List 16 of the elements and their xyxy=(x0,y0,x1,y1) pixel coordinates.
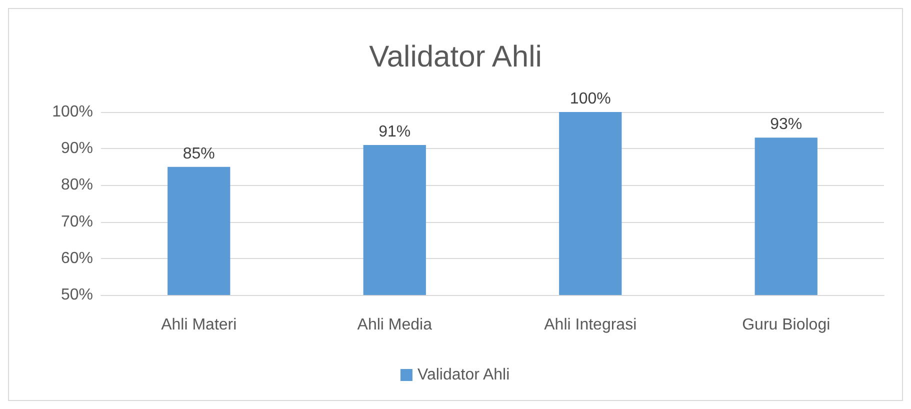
legend-label: Validator Ahli xyxy=(417,366,510,384)
data-label: 100% xyxy=(570,90,611,108)
y-tick-label: 50% xyxy=(60,286,93,304)
x-tick-label: Ahli Media xyxy=(357,316,432,334)
data-label: 93% xyxy=(770,116,802,134)
y-tick-label: 80% xyxy=(60,176,93,194)
data-label: 91% xyxy=(378,123,411,140)
y-tick-label: 70% xyxy=(60,213,93,230)
x-tick-label: Ahli Materi xyxy=(161,316,237,334)
y-tick-label: 60% xyxy=(60,250,93,267)
y-tick-label: 90% xyxy=(60,140,93,158)
data-label: 85% xyxy=(182,145,215,162)
x-tick-label: Guru Biologi xyxy=(742,316,830,334)
y-tick-label: 100% xyxy=(52,104,93,120)
x-tick-label: Ahli Integrasi xyxy=(544,316,637,334)
chart-title: Validator Ahli xyxy=(369,40,542,74)
